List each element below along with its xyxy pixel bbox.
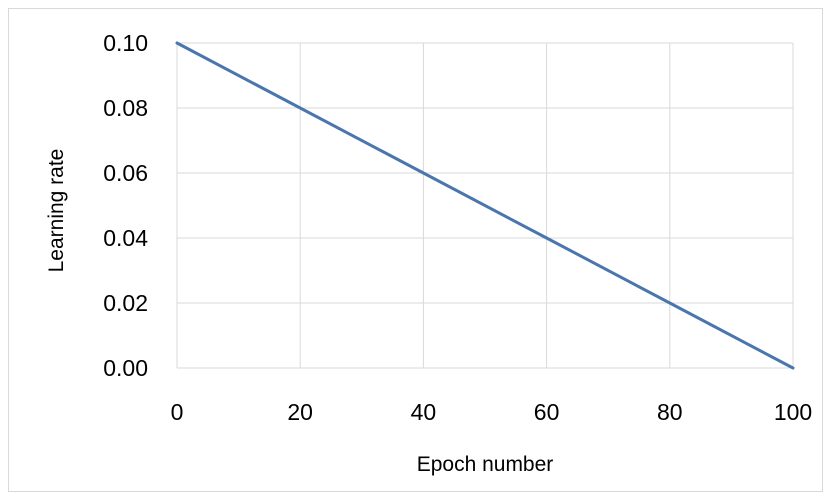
x-tick-label: 80 (657, 399, 683, 425)
x-axis-title: Epoch number (417, 453, 554, 476)
series-line-0 (175, 41, 795, 370)
x-tick-label: 0 (171, 399, 184, 425)
y-tick-label: 0.02 (103, 290, 148, 316)
x-axis-tick-labels: 0 20 40 60 80 100 (171, 399, 813, 425)
y-tick-label: 0.08 (103, 95, 148, 121)
chart-frame (8, 8, 823, 492)
x-tick-label: 40 (411, 399, 437, 425)
y-tick-label: 0.00 (103, 355, 148, 381)
y-tick-label: 0.04 (103, 225, 148, 251)
y-tick-label: 0.06 (103, 160, 148, 186)
x-tick-label: 20 (287, 399, 313, 425)
x-tick-label: 100 (774, 399, 812, 425)
grid-layer (176, 42, 794, 369)
series-layer (175, 41, 795, 370)
y-axis-tick-labels: 0.00 0.02 0.04 0.06 0.08 0.10 (103, 30, 148, 381)
y-tick-label: 0.10 (103, 30, 148, 56)
y-axis-title: Learning rate (45, 149, 68, 273)
x-tick-label: 60 (534, 399, 560, 425)
